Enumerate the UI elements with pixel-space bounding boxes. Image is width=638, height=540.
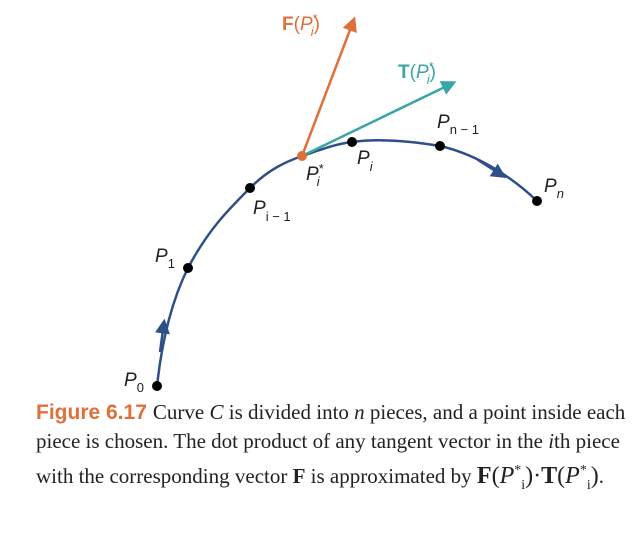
caption-symbol-i: i — [548, 429, 555, 453]
caption-text-3: pieces, and a point inside each piece is… — [36, 400, 626, 453]
point-p0 — [152, 381, 162, 391]
formula-dot: · — [533, 463, 542, 489]
point-pn — [532, 196, 542, 206]
point-pi-minus-1 — [245, 183, 255, 193]
caption-symbol-c: C — [209, 400, 224, 424]
formula-f: F — [476, 463, 492, 489]
formula-p-1: P — [499, 463, 515, 489]
formula-sub-1: i — [521, 477, 526, 493]
point-p-star-i — [297, 151, 307, 161]
label-p1: P1 — [155, 246, 175, 271]
caption-symbol-n: n — [354, 400, 365, 424]
label-pn: Pn — [544, 176, 564, 201]
label-pi: Pi — [357, 148, 374, 174]
point-pn-minus-1 — [435, 141, 445, 151]
caption-text-5: is approximated by — [305, 464, 477, 488]
caption-formula: F(P*i)·T(P*i) — [476, 463, 599, 493]
label-p0: P0 — [124, 370, 144, 395]
caption-end: . — [598, 464, 604, 488]
label-pn-minus-1: Pn − 1 — [437, 112, 479, 137]
label-p-star-i: P* i — [306, 161, 324, 189]
caption-text-2: is divided into — [223, 400, 355, 424]
figure-label: Figure 6.17 — [36, 401, 147, 424]
point-p1 — [183, 263, 193, 273]
point-pi — [347, 137, 357, 147]
formula-sup-2: * — [579, 463, 587, 478]
caption-text-1: Curve — [152, 400, 210, 424]
tangent-vector-label: T(P* i) — [398, 59, 436, 87]
force-vector-arrow — [300, 16, 357, 157]
formula-t: T — [541, 463, 558, 489]
formula-sup-1: * — [514, 463, 522, 478]
curve-diagram: F(P* i) T(P* i) P0 P1 Pi − 1 P* i Pi Pn − 1… — [124, 11, 564, 395]
caption-text-4: th piece with the corresponding vector — [36, 429, 620, 488]
curve-direction-arrow-start — [155, 318, 170, 353]
curve-c — [155, 139, 538, 387]
curve-direction-arrow-end — [477, 158, 507, 179]
label-pi-minus-1: Pi − 1 — [253, 198, 291, 224]
force-vector-label: F(P* i) — [282, 11, 320, 39]
formula-p-2: P — [565, 463, 580, 489]
formula-sub-2: i — [586, 477, 591, 493]
tangent-vector-arrow — [301, 81, 457, 158]
figure-caption: Figure 6.17 Curve C is divided into n pie… — [36, 398, 626, 500]
caption-symbol-f: F — [292, 464, 306, 488]
